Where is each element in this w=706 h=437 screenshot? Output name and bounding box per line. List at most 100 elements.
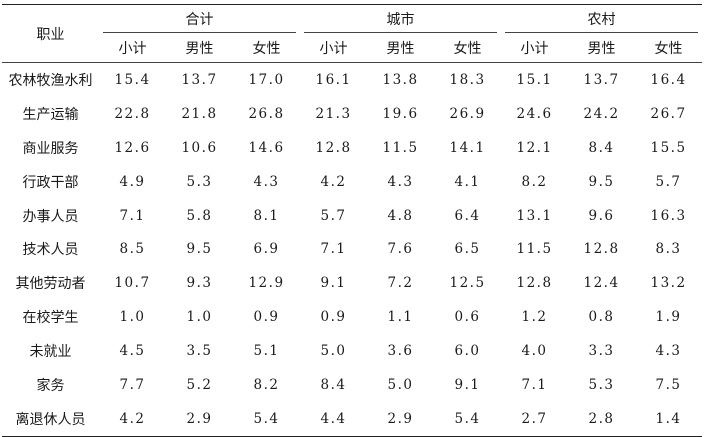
table-cell: 4.2: [320, 173, 347, 190]
table-cell: 4.2: [99, 401, 166, 437]
table-cell: 4.3: [253, 173, 280, 190]
subcolumn-header: 女性: [635, 33, 703, 63]
subcolumn-header: 小计: [300, 33, 368, 63]
table-cell: 6.4: [454, 207, 481, 224]
row-label: 离退休人员: [2, 401, 99, 437]
table-cell: 15.5: [650, 139, 687, 156]
subcolumn-header: 小计: [99, 33, 166, 63]
table-cell: 4.3: [655, 343, 682, 360]
table-body: 农林牧渔水利 15.4 13.7 17.0 16.1 13.8 18.3 15.1 13.7 16…: [2, 63, 703, 437]
row-label: 在校学生: [22, 310, 79, 327]
table-cell: 1.0: [119, 309, 146, 326]
table-cell: 18.3: [449, 71, 486, 88]
table-cell: 19.6: [382, 105, 419, 122]
table-cell: 9.3: [186, 275, 213, 292]
table-cell: 22.8: [114, 105, 151, 122]
table-row: 农林牧渔水利 15.4 13.7 17.0 16.1 13.8 18.3 15.1 13.7 16…: [2, 63, 702, 97]
table-cell: 21.3: [315, 105, 352, 122]
table-row: 办事人员 7.1 5.8 8.1 5.7 4.8 6.4 13.1 9.6 16.3: [2, 199, 702, 233]
group-header-total: 合计: [99, 4, 301, 33]
table-cell: 8.2: [253, 376, 280, 393]
table-cell: 6.5: [454, 241, 481, 258]
table-cell: 15.4: [114, 71, 151, 88]
table-cell: 12.8: [516, 275, 553, 292]
table-cell: 2.7: [501, 401, 569, 437]
table-row: 离退休人员 4.2 2.9 5.4 4.4 2.9 5.4 2.7 2.8 1.4: [2, 401, 703, 437]
table-cell: 5.3: [186, 173, 213, 190]
group-header-city: 城市: [300, 4, 502, 33]
table-cell: 12.4: [583, 275, 620, 292]
table-cell: 9.6: [588, 207, 615, 224]
document-page: 职业 合计 城市 农村 小计 男性 女性 小计 男性 女性 小计 男性 女性 农…: [2, 4, 703, 437]
table-cell: 1.0: [186, 309, 213, 326]
table-cell: 8.4: [588, 139, 615, 156]
table-cell: 11.5: [516, 241, 553, 258]
table-cell: 0.6: [454, 309, 481, 326]
table-cell: 13.7: [583, 71, 620, 88]
table-cell: 5.2: [186, 376, 213, 393]
table-row: 在校学生 1.0 1.0 0.9 0.9 1.1 0.6 1.2 0.8 1.9: [2, 300, 702, 334]
table-cell: 4.1: [454, 173, 481, 190]
table-cell: 21.8: [181, 105, 218, 122]
table-cell: 5.3: [588, 376, 615, 393]
table-cell: 9.5: [186, 241, 213, 258]
table-cell: 1.2: [521, 309, 548, 326]
table-cell: 1.1: [387, 309, 414, 326]
table-cell: 24.6: [516, 105, 553, 122]
row-label: 办事人员: [22, 208, 79, 225]
table-cell: 2.9: [367, 401, 435, 437]
table-cell: 12.1: [516, 139, 553, 156]
table-cell: 13.1: [516, 207, 553, 224]
table-cell: 5.7: [655, 173, 682, 190]
table-cell: 0.9: [253, 309, 280, 326]
table-cell: 7.5: [655, 376, 682, 393]
row-label: 生产运输: [22, 106, 79, 123]
table-cell: 12.8: [315, 139, 352, 156]
table-cell: 17.0: [248, 71, 285, 88]
table-cell: 2.9: [166, 401, 233, 437]
table-cell: 5.0: [320, 343, 347, 360]
table-cell: 7.1: [119, 207, 146, 224]
table-cell: 15.1: [516, 71, 553, 88]
table-cell: 3.3: [588, 343, 615, 360]
table-cell: 12.5: [449, 275, 486, 292]
table-cell: 0.8: [588, 309, 615, 326]
table-cell: 9.1: [320, 275, 347, 292]
subcolumn-header: 男性: [166, 33, 233, 63]
table-row: 家务 7.7 5.2 8.2 8.4 5.0 9.1 7.1 5.3 7.5: [2, 368, 702, 402]
table-cell: 6.9: [253, 241, 280, 258]
table-row: 其他劳动者 10.7 9.3 12.9 9.1 7.2 12.5 12.8 12.4 13.2: [2, 266, 702, 300]
group-header-total-label: 合计: [185, 12, 214, 28]
table-cell: 26.7: [650, 105, 687, 122]
table-cell: 8.1: [253, 207, 280, 224]
table-cell: 12.8: [583, 241, 620, 258]
table-cell: 8.3: [655, 241, 682, 258]
table-cell: 7.1: [320, 241, 347, 258]
table-row: 行政干部 4.9 5.3 4.3 4.2 4.3 4.1 8.2 9.5 5.7: [2, 165, 702, 199]
table-row: 生产运输 22.8 21.8 26.8 21.3 19.6 26.9 24.6 24.2 26.7: [2, 97, 702, 131]
table-cell: 13.8: [382, 71, 419, 88]
table-cell: 16.1: [315, 71, 352, 88]
table-cell: 0.9: [320, 309, 347, 326]
table-cell: 8.2: [521, 173, 548, 190]
table-cell: 5.4: [233, 401, 301, 437]
table-cell: 12.9: [248, 275, 285, 292]
subcolumn-header: 小计: [501, 33, 569, 63]
table-cell: 10.6: [181, 139, 218, 156]
table-cell: 16.4: [650, 71, 687, 88]
table-cell: 8.4: [320, 376, 347, 393]
occupation-stats-table: 职业 合计 城市 农村 小计 男性 女性 小计 男性 女性 小计 男性 女性 农…: [2, 4, 703, 437]
table-cell: 16.3: [650, 207, 687, 224]
row-label: 技术人员: [22, 242, 79, 259]
table-row: 未就业 4.5 3.5 5.1 5.0 3.6 6.0 4.0 3.3 4.3: [2, 334, 702, 368]
table-cell: 9.1: [454, 376, 481, 393]
table-cell: 4.0: [521, 343, 548, 360]
table-cell: 4.8: [387, 207, 414, 224]
table-cell: 4.5: [119, 343, 146, 360]
table-cell: 4.4: [300, 401, 368, 437]
table-cell: 14.1: [449, 139, 486, 156]
table-cell: 9.5: [588, 173, 615, 190]
table-cell: 2.8: [568, 401, 636, 437]
group-header-rural: 农村: [501, 4, 703, 33]
table-row: 商业服务 12.6 10.6 14.6 12.8 11.5 14.1 12.1 8.4 15.5: [2, 131, 702, 165]
